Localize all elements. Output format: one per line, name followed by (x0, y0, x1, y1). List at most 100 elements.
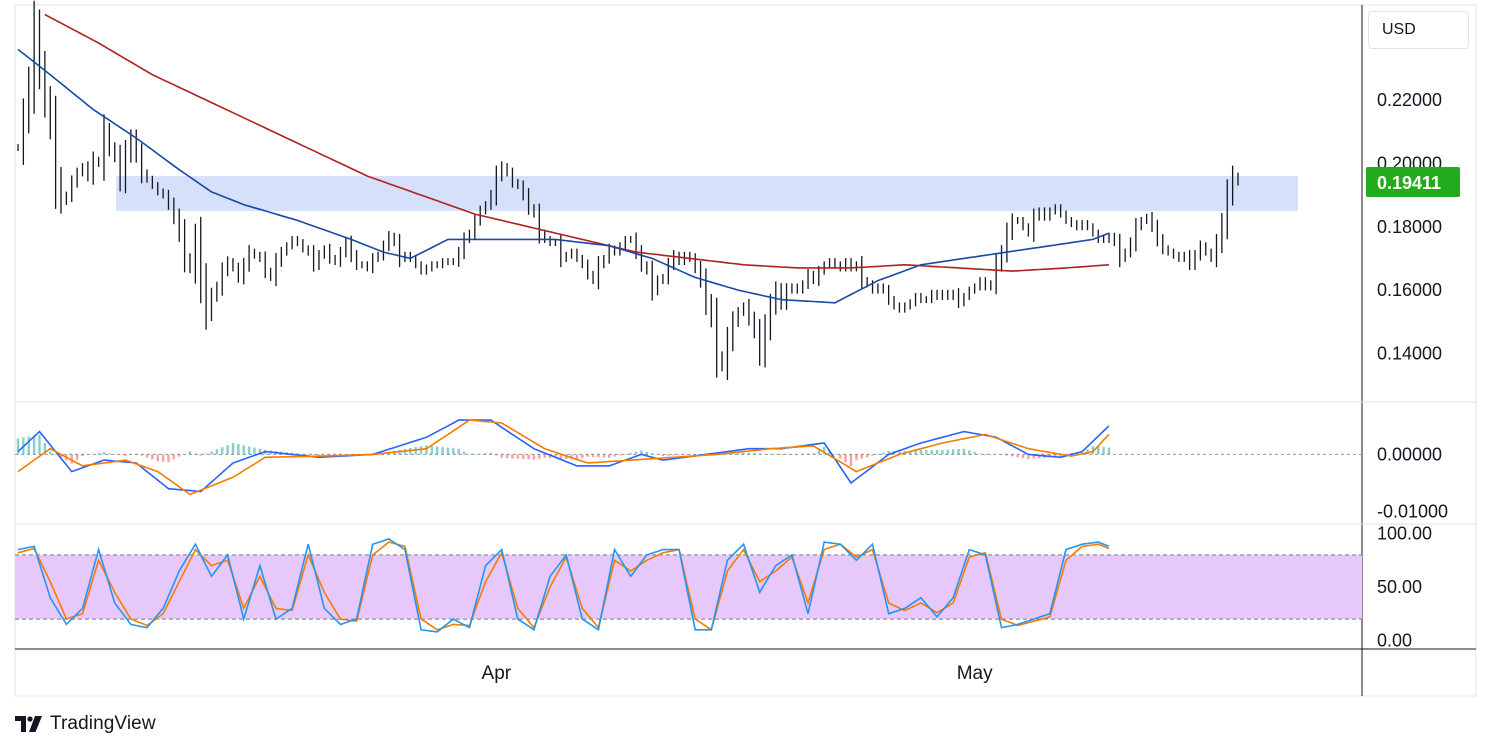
macd-histogram-bar (806, 453, 810, 455)
macd-histogram-bar (452, 448, 455, 455)
macd-histogram-bar (135, 453, 138, 455)
macd-histogram-bar (16, 438, 20, 455)
macd-histogram-bar (538, 454, 541, 459)
macd-histogram-bar (441, 447, 444, 455)
macd-histogram-bar (1054, 454, 1057, 458)
macd-histogram-bar (688, 454, 692, 455)
macd-histogram-bar (156, 454, 159, 462)
macd-histogram-bar (32, 435, 36, 455)
macd-histogram-bar (38, 434, 41, 455)
macd-histogram-bar (790, 454, 794, 455)
macd-histogram-bar (994, 453, 998, 455)
macd-histogram-bar (124, 454, 127, 456)
macd-histogram-bar (527, 454, 530, 460)
macd-signal-line (17, 419, 1110, 496)
macd-histogram-bar (500, 454, 503, 458)
macd-histogram-bar (941, 449, 944, 455)
macd-histogram-bar (634, 451, 638, 455)
macd-histogram-bar (1016, 454, 1019, 458)
macd-histogram-bar (693, 454, 697, 455)
macd-histogram-bar (532, 454, 536, 460)
macd-histogram-bar (188, 451, 192, 455)
macd-histogram-bar (258, 448, 262, 455)
macd-histogram-bar (70, 454, 73, 464)
macd-histogram-bar (661, 454, 665, 457)
macd-histogram-bar (736, 452, 740, 455)
macd-histogram-bar (753, 453, 756, 455)
macd-histogram-bar (328, 454, 331, 456)
macd-histogram-bar (758, 453, 761, 455)
price-axis-label: 0.14000 (1377, 343, 1442, 363)
tradingview-logo: TradingView (15, 712, 156, 736)
macd-histogram-bar (677, 454, 681, 456)
macd-histogram-bar (887, 451, 890, 455)
macd-histogram-bar (108, 453, 111, 455)
macd-histogram-bar (253, 447, 256, 455)
macd-histogram-bar (49, 451, 52, 455)
price-axis-label: 0.22000 (1377, 90, 1442, 110)
macd-histogram-bar (763, 453, 767, 455)
macd-histogram-bar (323, 454, 326, 456)
macd-histogram-bar (785, 454, 788, 455)
macd-histogram-bar (102, 452, 106, 455)
currency-selector[interactable]: USD (1368, 11, 1469, 49)
macd-histogram-bar (1011, 454, 1014, 457)
macd-histogram-bar (221, 447, 224, 455)
macd-histogram-bar (844, 454, 847, 463)
stochastic-axis-label: 100.00 (1377, 524, 1432, 544)
macd-histogram-bar (54, 454, 57, 455)
macd-histogram-bar (457, 448, 460, 455)
macd-histogram-bar (1059, 454, 1062, 457)
macd-histogram-bar (312, 454, 315, 455)
macd-histogram-bar (301, 453, 305, 455)
macd-histogram-bar (43, 443, 47, 455)
macd-histogram-bar (731, 452, 735, 455)
macd-histogram-bar (81, 454, 84, 456)
macd-histogram-bar (479, 453, 482, 455)
macd-histogram-bar (489, 452, 493, 455)
macd-histogram-bar (822, 447, 826, 455)
macd-histogram-bar (919, 449, 923, 455)
stochastic-k-line (17, 538, 1110, 633)
macd-histogram-bar (1005, 454, 1009, 456)
macd-histogram-bar (1021, 454, 1025, 459)
macd-histogram-bar (129, 454, 133, 455)
macd-histogram-bar (436, 446, 439, 455)
macd-histogram-bar (27, 436, 30, 455)
macd-histogram-bar (215, 449, 219, 455)
macd-histogram-bar (833, 454, 837, 455)
macd-histogram-bar (317, 454, 321, 456)
macd-histogram-bar (602, 454, 606, 458)
macd-axis-label: -0.01000 (1377, 502, 1448, 522)
macd-histogram-bar (151, 454, 154, 460)
macd-histogram-bar (640, 450, 643, 455)
macd-histogram-bar (554, 454, 557, 459)
macd-histogram-bar (849, 454, 853, 467)
macd-histogram-bar (882, 452, 885, 455)
macd-histogram-bar (796, 454, 799, 455)
macd-histogram-bar (118, 454, 122, 455)
macd-histogram-bar (194, 453, 197, 455)
macd-histogram-bar (86, 454, 90, 455)
macd-histogram-bar (1091, 446, 1095, 455)
macd-histogram-bar (914, 450, 917, 455)
macd-histogram-bar (59, 454, 63, 458)
macd-histogram-bar (178, 454, 181, 457)
macd-histogram-bar (1027, 454, 1030, 459)
tradingview-logo-icon (15, 716, 42, 732)
macd-histogram-bar (1032, 454, 1035, 459)
macd-histogram-bar (307, 454, 310, 455)
time-axis-label: Apr (482, 663, 512, 684)
macd-histogram-bar (935, 449, 939, 455)
macd-histogram-bar (672, 454, 675, 456)
macd-histogram-bar (613, 454, 616, 457)
macd-histogram-bar (957, 449, 960, 455)
macd-histogram-bar (167, 454, 170, 463)
macd-histogram-bar (925, 449, 928, 455)
macd-histogram-bar (414, 447, 417, 455)
macd-histogram-bar (419, 446, 423, 455)
macd-histogram-bar (586, 454, 589, 457)
macd-histogram-bar (581, 454, 584, 459)
macd-axis-label: 0.00000 (1377, 444, 1442, 464)
